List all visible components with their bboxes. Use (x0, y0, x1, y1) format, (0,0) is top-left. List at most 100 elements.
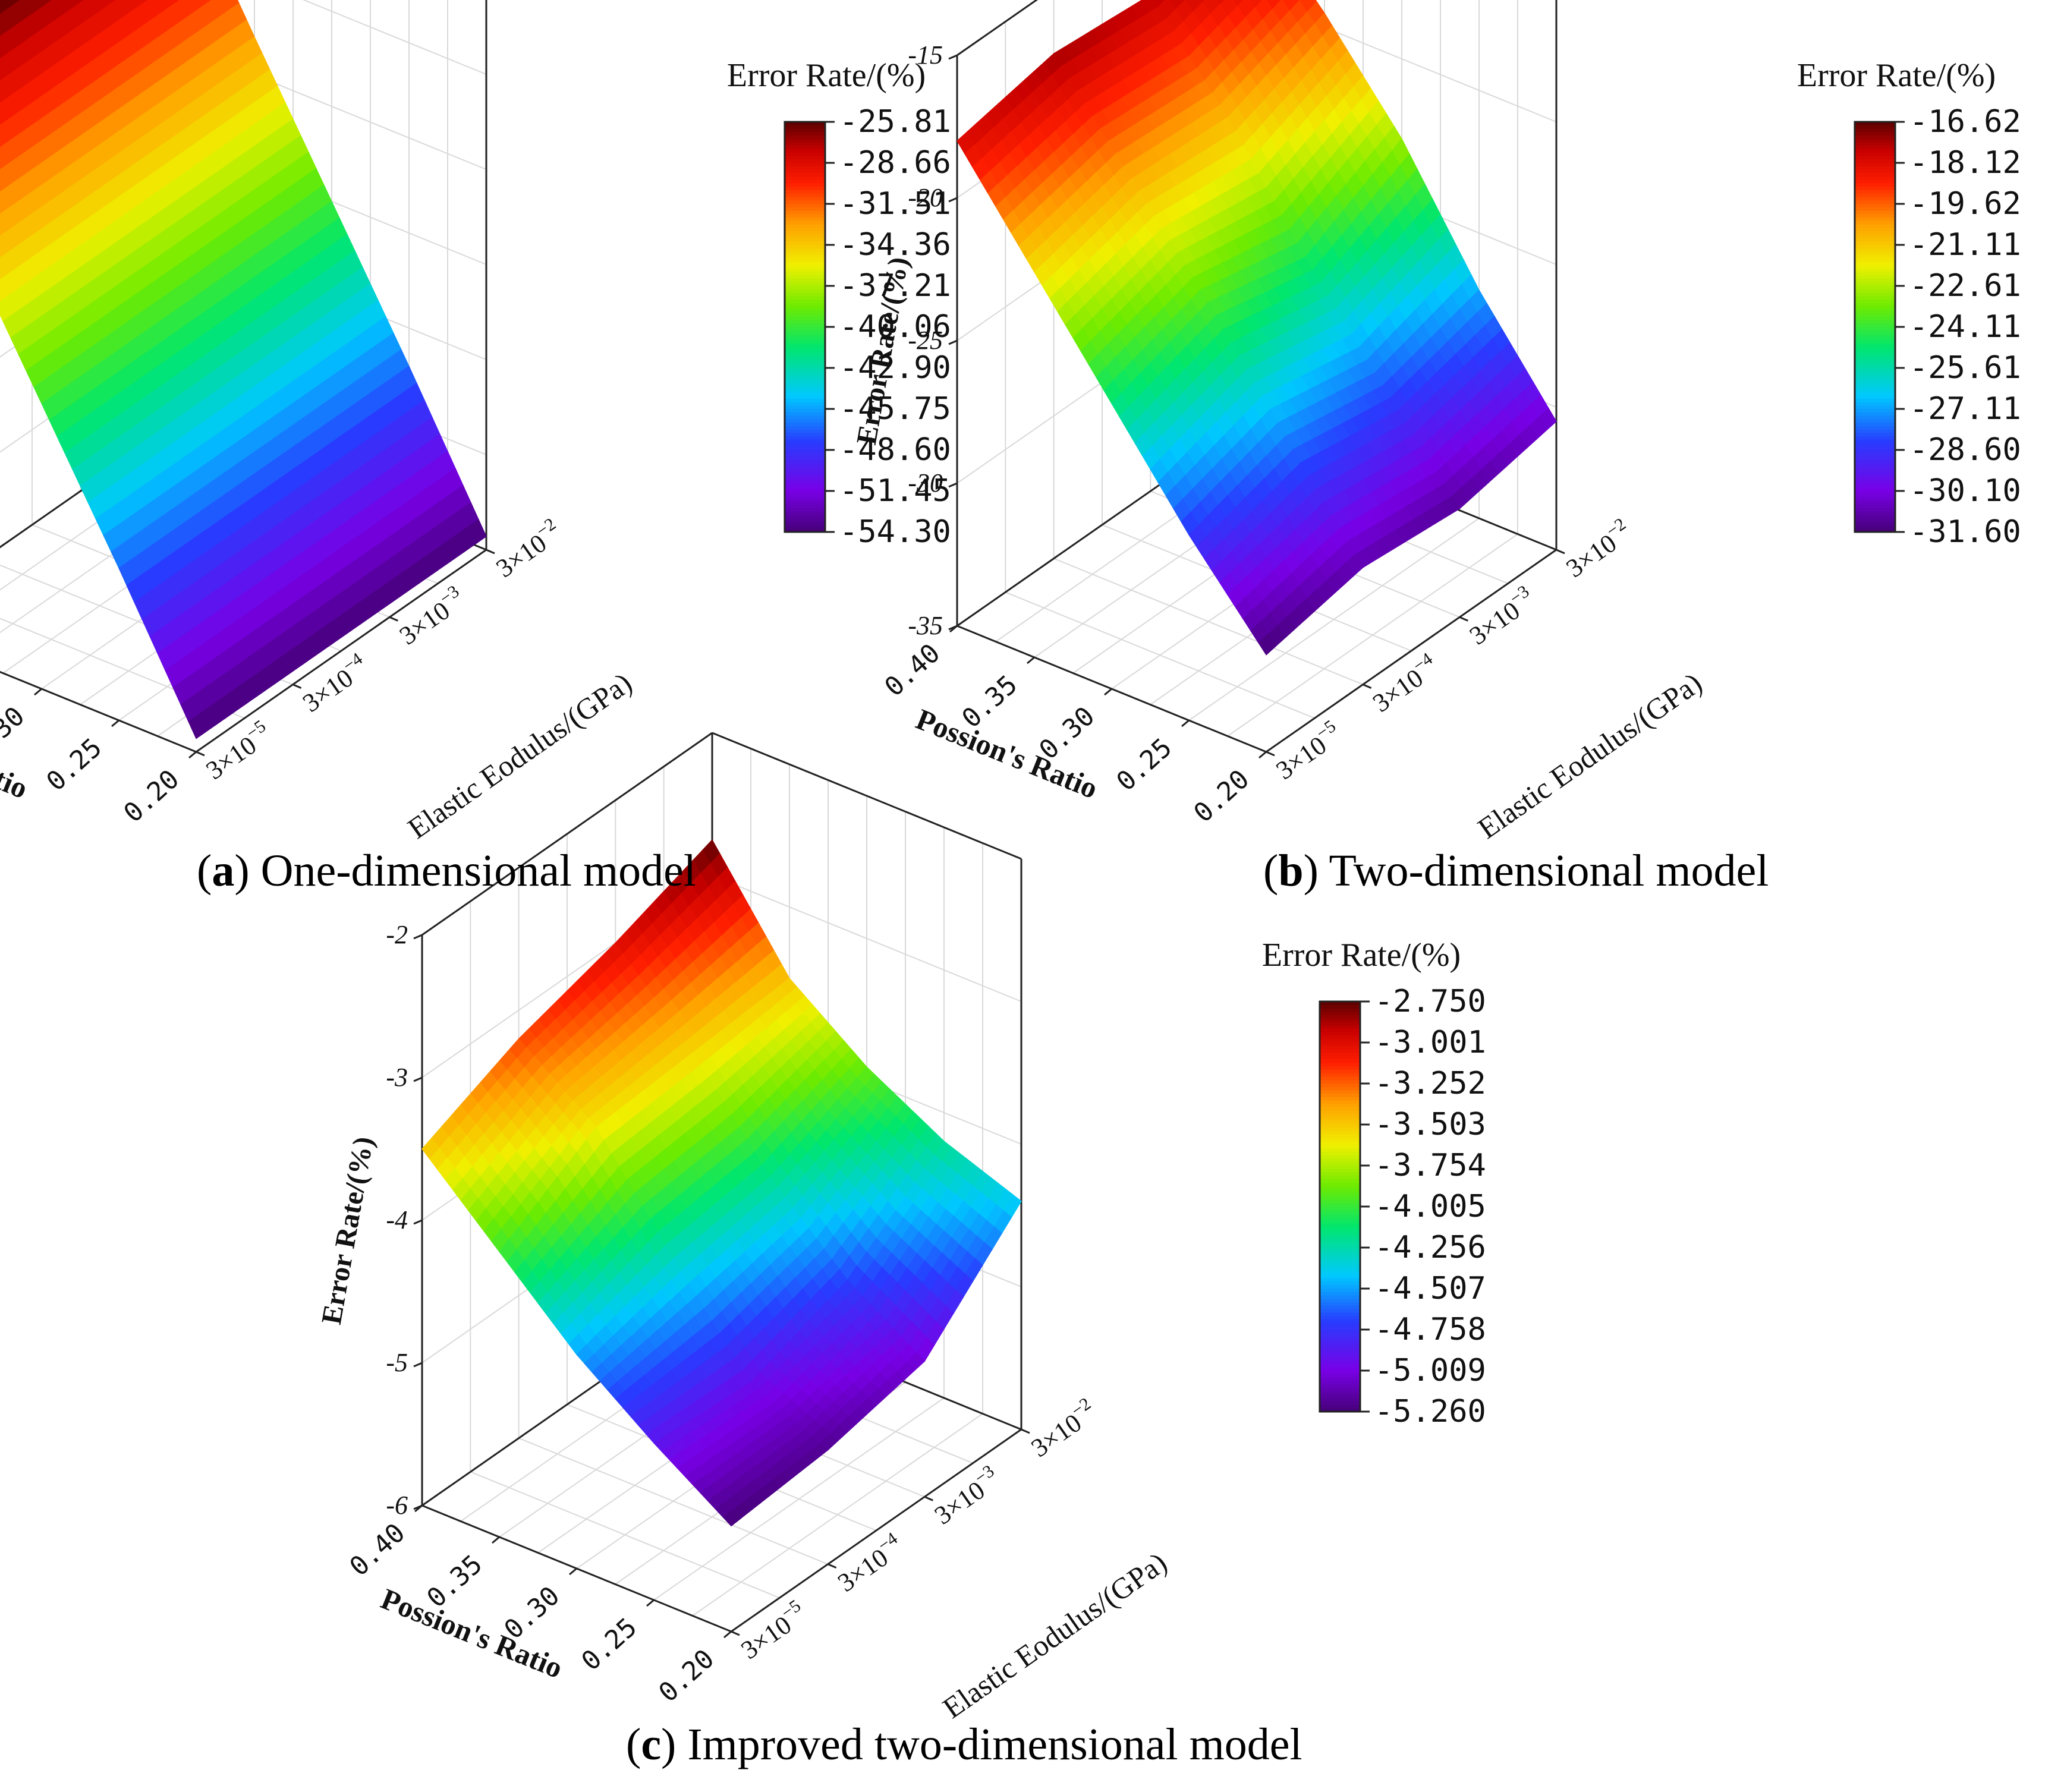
colorbar-band (785, 494, 825, 499)
colorbar-band (785, 179, 825, 184)
colorbar-band (1320, 1107, 1360, 1111)
colorbar-band (1320, 1264, 1360, 1269)
colorbar-band (1320, 1333, 1360, 1337)
colorbar-band (1855, 303, 1895, 307)
colorbar-band (785, 385, 825, 389)
colorbar-band (1320, 1049, 1360, 1054)
colorbar-band (785, 289, 825, 294)
x-tick-label: 0.20 (118, 764, 185, 829)
colorbar-band (1320, 1254, 1360, 1259)
caption-b: (b) Two-dimensional model (1263, 846, 1769, 896)
colorbar-band (1320, 1022, 1360, 1026)
colorbar-band (1320, 1029, 1360, 1033)
colorbar-band (1320, 1363, 1360, 1368)
colorbar-band (785, 351, 825, 355)
z-tick-label: -15 (908, 40, 943, 70)
colorbar-tick-label: -25.61 (1909, 350, 2021, 386)
colorbar-tick-label: -22.61 (1909, 268, 2021, 304)
z-tick-label: -25 (908, 326, 943, 355)
colorbar-band (785, 190, 825, 194)
colorbar-band (1855, 146, 1895, 150)
caption-c: (c) Improved two-dimensional model (626, 1719, 1302, 1769)
colorbar-band (785, 508, 825, 512)
colorbar-band (785, 169, 825, 174)
colorbar-band (1320, 1357, 1360, 1361)
colorbar-band (1855, 282, 1895, 286)
colorbar-band (1320, 1240, 1360, 1245)
colorbar-band (1855, 337, 1895, 341)
colorbar-band (1320, 1179, 1360, 1183)
colorbar-band (1320, 1391, 1360, 1396)
colorbar-band (785, 142, 825, 147)
colorbar-band (1320, 1001, 1360, 1006)
colorbar-band (1320, 1169, 1360, 1173)
colorbar-band (1320, 1148, 1360, 1152)
colorbar-band (1855, 484, 1895, 489)
caption-letter: b (1278, 846, 1303, 896)
colorbar-band (1855, 460, 1895, 464)
colorbar-band (785, 204, 825, 208)
colorbar-band (1855, 269, 1895, 273)
x-tick (34, 688, 42, 696)
colorbar-band (785, 149, 825, 153)
x-tick-label: 0.40 (344, 1517, 411, 1582)
colorbar-band (785, 357, 825, 362)
z-tick (948, 197, 958, 203)
colorbar-band (1320, 1032, 1360, 1037)
z-tick (948, 54, 958, 60)
colorbar-band (1320, 1309, 1360, 1314)
colorbar-band (1320, 1053, 1360, 1057)
colorbar-tick-label: -54.30 (839, 514, 951, 550)
colorbar-band (1320, 1299, 1360, 1303)
z-tick-label: -20 (908, 183, 943, 212)
colorbar-band (785, 327, 825, 331)
colorbar-band (1855, 190, 1895, 194)
x-tick (646, 1599, 655, 1607)
colorbar-band (1855, 443, 1895, 448)
colorbar-band (785, 392, 825, 396)
colorbar-band (1855, 200, 1895, 204)
colorbar-band (1855, 142, 1895, 147)
colorbar-band (1320, 1271, 1360, 1275)
colorbar-band (1855, 163, 1895, 167)
colorbar-band (785, 303, 825, 307)
x-tick (414, 1504, 423, 1513)
colorbar-tick-label: -3.503 (1374, 1107, 1486, 1142)
colorbar-band (785, 429, 825, 434)
colorbar-band (785, 467, 825, 471)
colorbar-band (1855, 179, 1895, 184)
colorbar-tick-label: -2.750 (1374, 984, 1486, 1019)
colorbar-tick-label: -16.62 (1909, 104, 2021, 140)
colorbar-band (1855, 491, 1895, 495)
colorbar-band (785, 409, 825, 413)
colorbar-band (1855, 221, 1895, 225)
colorbar-tick-label: -31.51 (839, 186, 951, 222)
colorbar-band (785, 183, 825, 188)
colorbar-band (1855, 136, 1895, 140)
colorbar-band (1320, 1340, 1360, 1344)
colorbar-band (785, 484, 825, 489)
z-tick-label: -35 (908, 611, 943, 640)
colorbar-band (785, 310, 825, 314)
colorbar-band (1855, 313, 1895, 317)
colorbar-tick-label: -48.60 (839, 432, 951, 468)
y-tick (731, 1630, 740, 1636)
colorbar-tick-label: -30.10 (1909, 473, 2021, 509)
colorbar-band (1320, 1059, 1360, 1064)
colorbar-band (1855, 453, 1895, 458)
y-axis-label: Elastic Eodulus/(GPa) (402, 666, 638, 845)
y-floor-gridline (518, 1437, 829, 1565)
colorbar-band (1855, 238, 1895, 242)
z-tick (413, 1076, 423, 1082)
colorbar-band (1855, 262, 1895, 266)
colorbar-tick-label: -25.81 (839, 104, 951, 140)
colorbar-band (785, 313, 825, 317)
z-tick (413, 1362, 423, 1368)
colorbar-band (785, 272, 825, 276)
colorbar-band (1855, 292, 1895, 297)
colorbar-band (1855, 241, 1895, 245)
colorbar-band (785, 173, 825, 177)
colorbar-band (785, 251, 825, 256)
x-tick (569, 1567, 577, 1576)
